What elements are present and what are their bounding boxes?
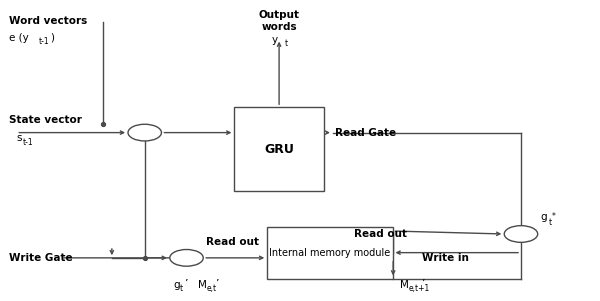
Circle shape bbox=[128, 124, 161, 141]
Text: GRU: GRU bbox=[264, 142, 294, 156]
Text: ): ) bbox=[50, 33, 55, 43]
Text: *: * bbox=[551, 213, 556, 222]
Circle shape bbox=[504, 226, 538, 242]
Text: t: t bbox=[548, 218, 551, 227]
Text: g: g bbox=[541, 212, 547, 222]
Text: M: M bbox=[400, 280, 409, 290]
Text: M: M bbox=[199, 280, 208, 290]
Text: t: t bbox=[285, 39, 288, 48]
Bar bbox=[235, 107, 324, 191]
Bar bbox=[267, 227, 392, 279]
Text: e,t: e,t bbox=[207, 284, 217, 293]
Text: y: y bbox=[271, 35, 277, 45]
Text: Read Gate: Read Gate bbox=[335, 128, 396, 138]
Text: e,t+1: e,t+1 bbox=[409, 284, 430, 293]
Text: Write in: Write in bbox=[422, 253, 469, 263]
Text: Word vectors: Word vectors bbox=[9, 16, 88, 26]
Text: t-1: t-1 bbox=[23, 138, 34, 147]
Circle shape bbox=[170, 250, 203, 266]
Text: t: t bbox=[179, 284, 182, 293]
Text: words: words bbox=[261, 22, 297, 32]
Text: Read out: Read out bbox=[354, 229, 407, 239]
Text: ’: ’ bbox=[421, 279, 424, 289]
Text: Write Gate: Write Gate bbox=[9, 253, 73, 263]
Text: ’: ’ bbox=[215, 279, 218, 289]
Text: s: s bbox=[16, 133, 22, 143]
Text: t-1: t-1 bbox=[39, 37, 50, 46]
Text: State vector: State vector bbox=[9, 115, 82, 125]
Text: Read out: Read out bbox=[206, 237, 259, 247]
Text: Internal memory module: Internal memory module bbox=[269, 248, 391, 258]
Text: Output: Output bbox=[259, 10, 299, 20]
Text: ’: ’ bbox=[184, 279, 187, 289]
Text: e (y: e (y bbox=[9, 33, 29, 43]
Text: g: g bbox=[173, 280, 180, 290]
